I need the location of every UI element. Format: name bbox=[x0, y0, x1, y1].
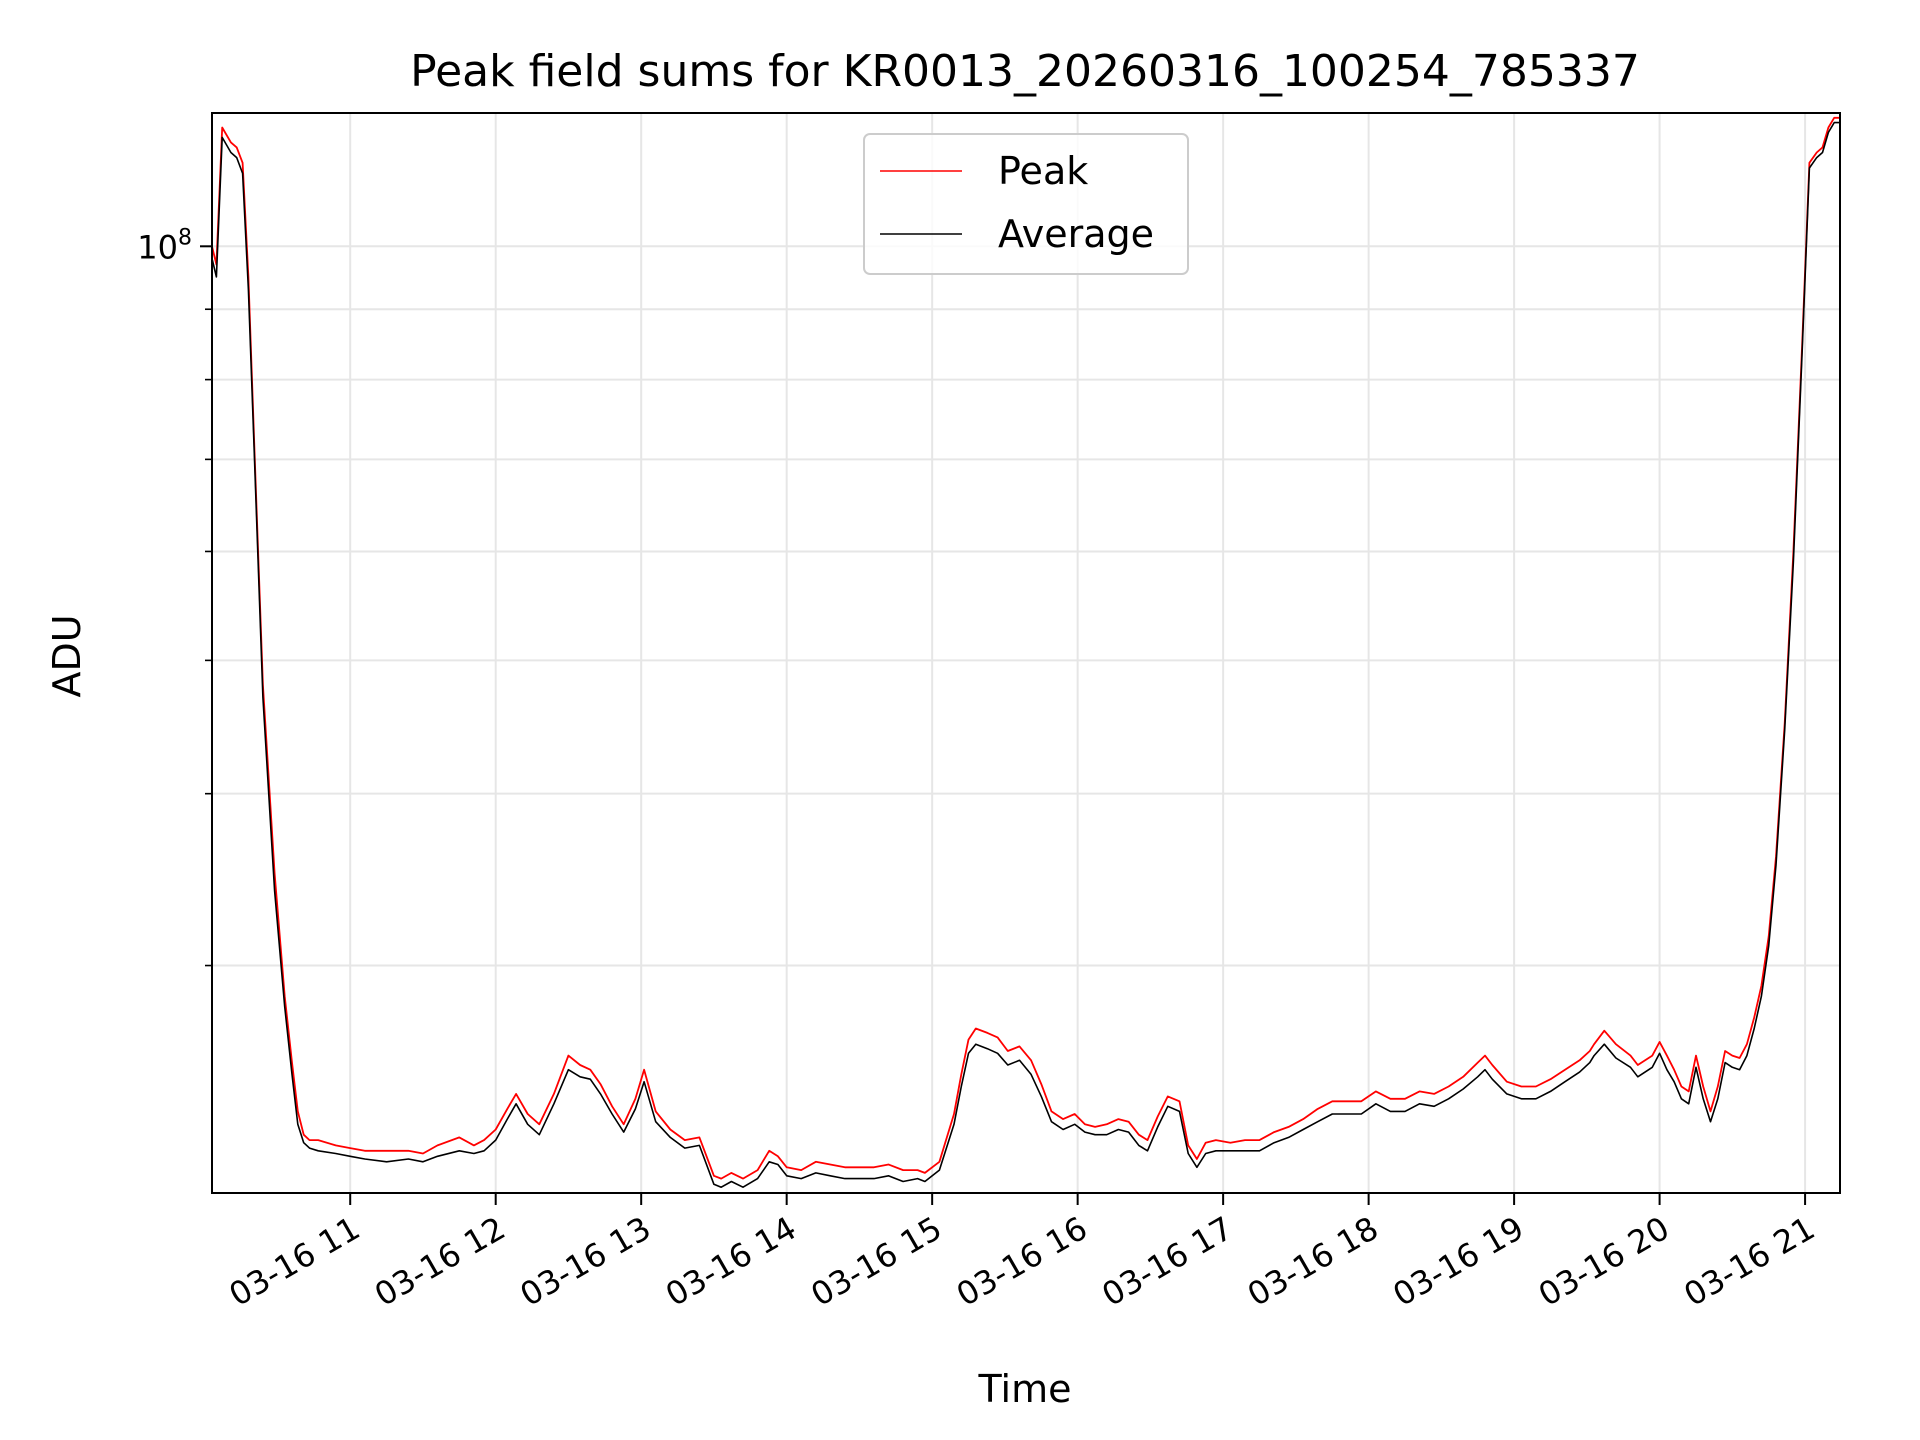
legend-box bbox=[863, 133, 1189, 275]
grid bbox=[212, 113, 1840, 1193]
y-tick-label: 108 bbox=[137, 225, 192, 266]
series-line-peak bbox=[211, 116, 1840, 1180]
x-axis-label: Time bbox=[978, 1367, 1072, 1411]
legend-label-peak: Peak bbox=[998, 149, 1088, 193]
legend: Peak Average bbox=[863, 133, 1189, 275]
plot-frame bbox=[211, 112, 1841, 1194]
y-axis-label: ADU bbox=[45, 614, 89, 697]
legend-label-average: Average bbox=[998, 212, 1154, 256]
chart-title: Peak field sums for KR0013_20260316_1002… bbox=[410, 46, 1640, 97]
series-group bbox=[211, 116, 1840, 1188]
series-line-average bbox=[211, 121, 1840, 1188]
